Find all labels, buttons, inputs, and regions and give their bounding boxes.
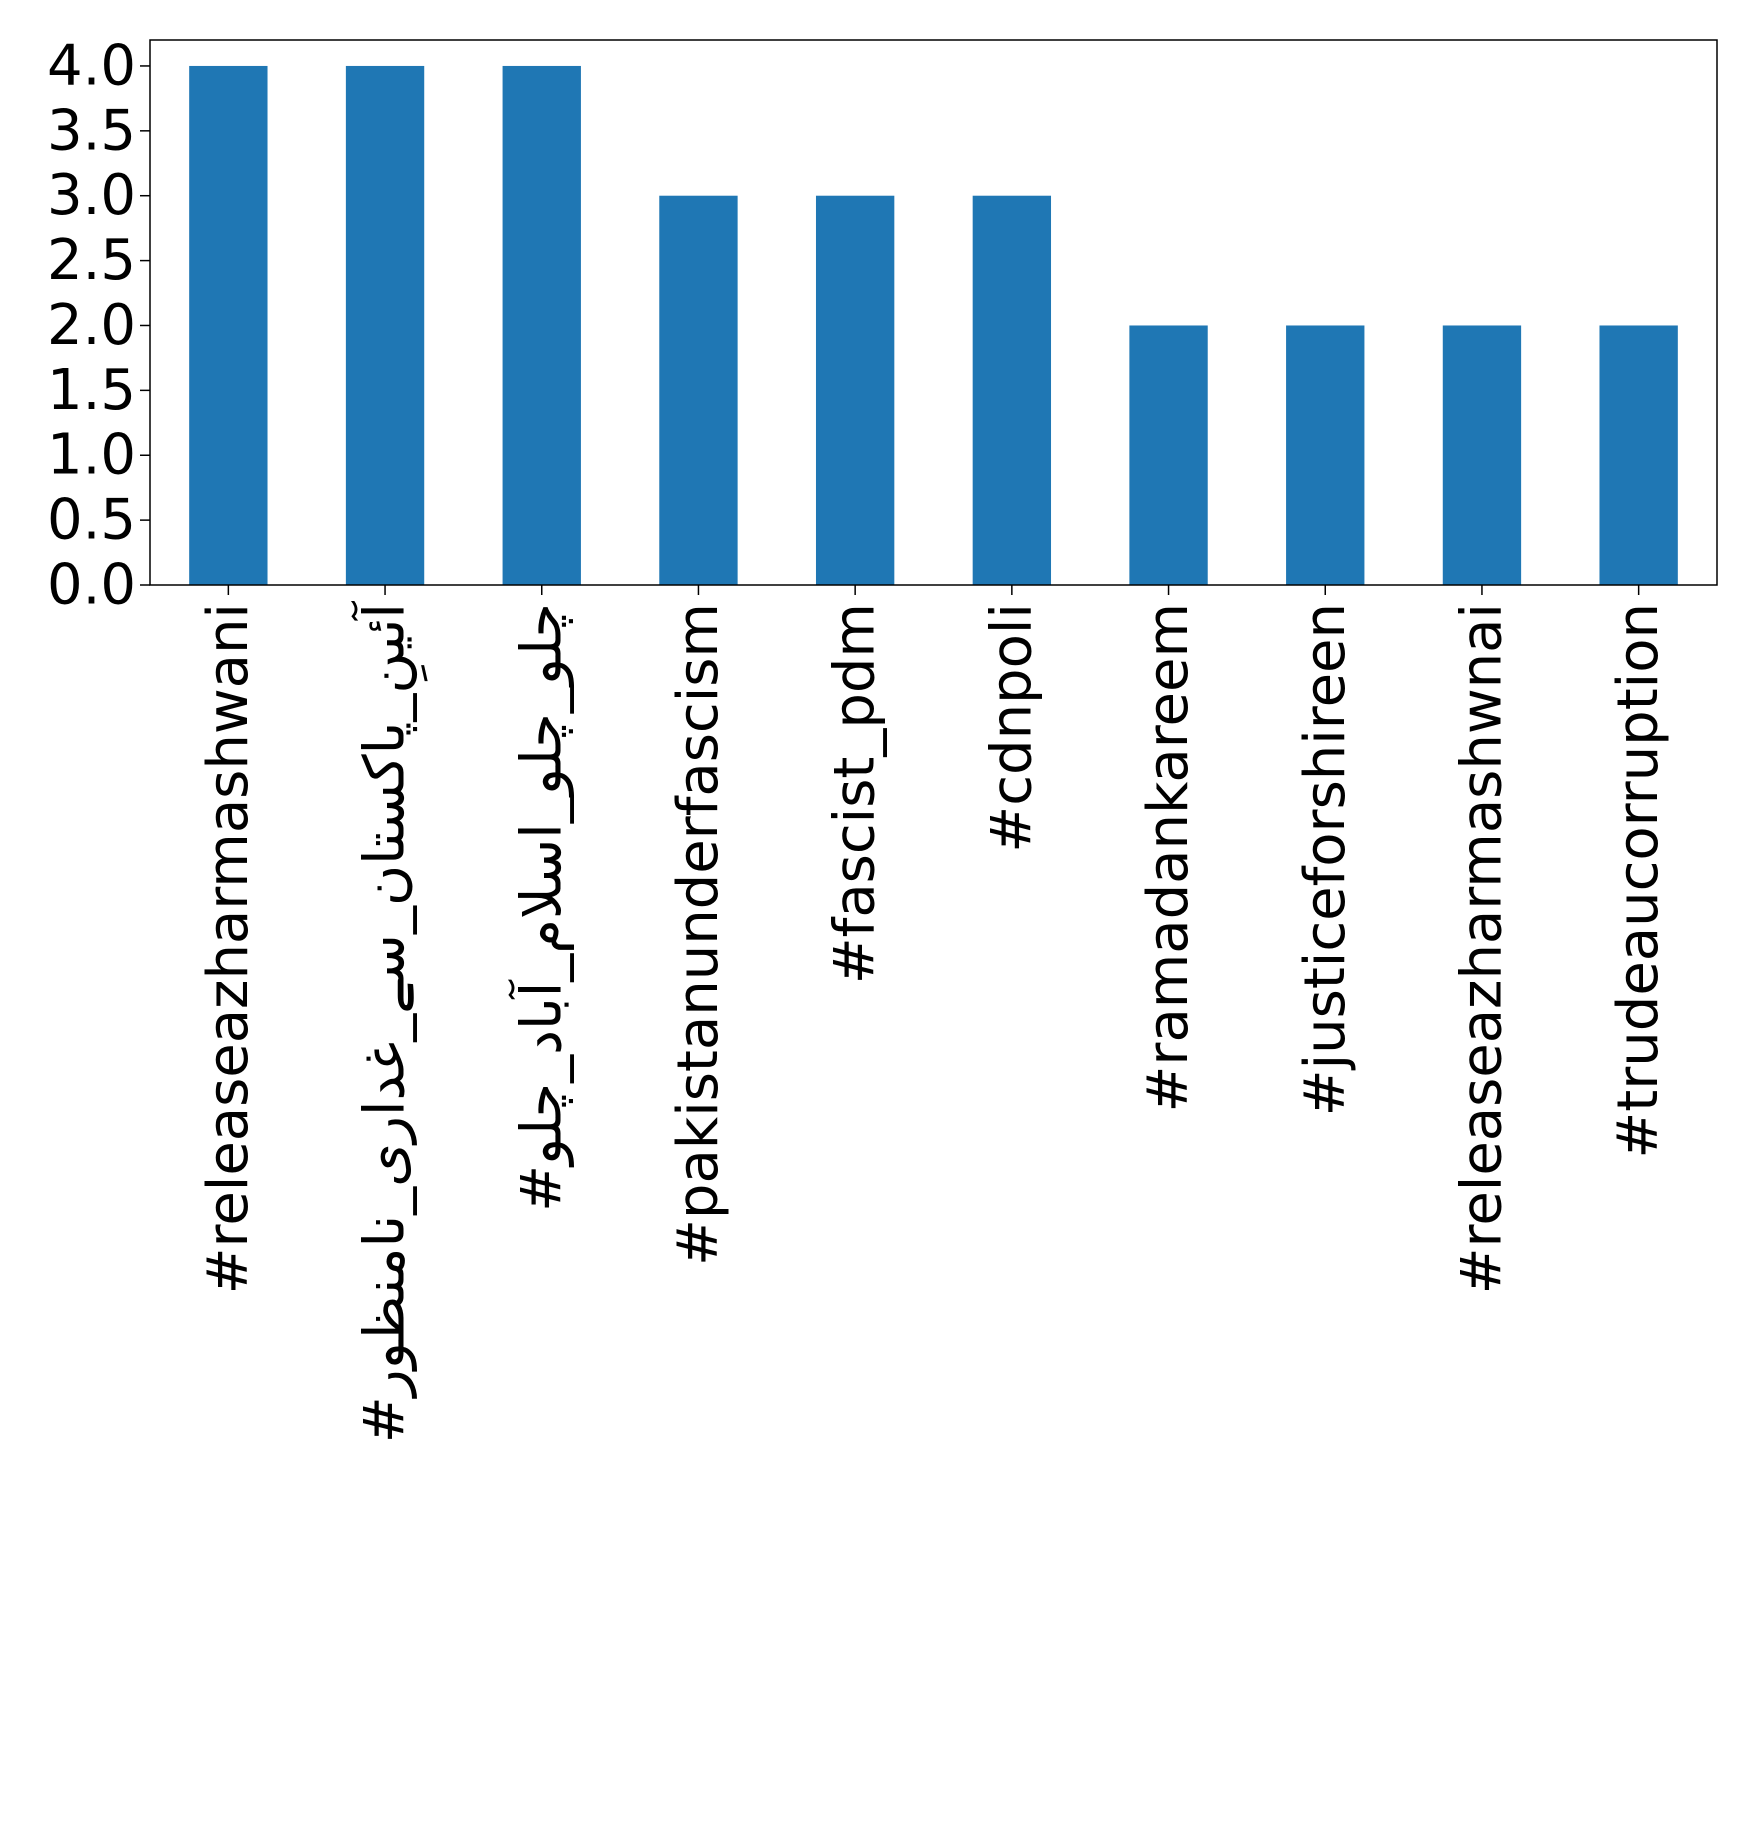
- x-tick-label: #fascist_pdm: [823, 603, 888, 984]
- y-axis: 0.00.51.01.52.02.53.03.54.0: [47, 33, 150, 618]
- y-tick-label: 0.5: [47, 488, 136, 553]
- bar: [189, 65, 268, 585]
- bar: [659, 195, 738, 585]
- x-tick-label: #آئینِ_پاکستان_سے_غداری_نامنظور: [351, 601, 428, 1444]
- bars-layer: [189, 65, 1678, 585]
- y-tick-label: 1.0: [47, 423, 136, 488]
- x-tick-label: #releaseazharmashwnai: [1449, 603, 1514, 1294]
- x-tick-label: #releaseazharmashwani: [196, 603, 261, 1294]
- y-tick-label: 4.0: [47, 33, 136, 98]
- y-tick-label: 3.0: [47, 163, 136, 228]
- x-tick-label: #ramadankareem: [1136, 603, 1201, 1113]
- y-tick-label: 1.5: [47, 358, 136, 423]
- plot-frame: [149, 39, 1718, 586]
- bar: [1129, 325, 1208, 585]
- bar: [345, 65, 425, 585]
- bar: [1442, 325, 1522, 585]
- bar: [815, 195, 895, 585]
- y-tick-label: 0.0: [47, 553, 136, 618]
- x-tick-label: #trudeaucorruption: [1606, 603, 1671, 1159]
- bar: [972, 195, 1052, 585]
- x-tick-label: #pakistanunderfascism: [666, 603, 731, 1266]
- bar: [502, 65, 581, 585]
- x-axis: #releaseazharmashwani #آئینِ_پاکستان_سے_غ…: [196, 585, 1671, 1443]
- y-tick-label: 2.5: [47, 228, 136, 293]
- y-tick-label: 2.0: [47, 293, 136, 358]
- x-tick-label: #چلو_چلو_اسلام_آباد_چلو: [507, 603, 574, 1212]
- bar: [1286, 325, 1365, 585]
- x-tick-label: #cdnpoli: [979, 603, 1044, 853]
- x-tick-label: #justiceforshireen: [1293, 603, 1358, 1116]
- bar: [1599, 325, 1678, 585]
- y-tick-label: 3.5: [47, 98, 136, 163]
